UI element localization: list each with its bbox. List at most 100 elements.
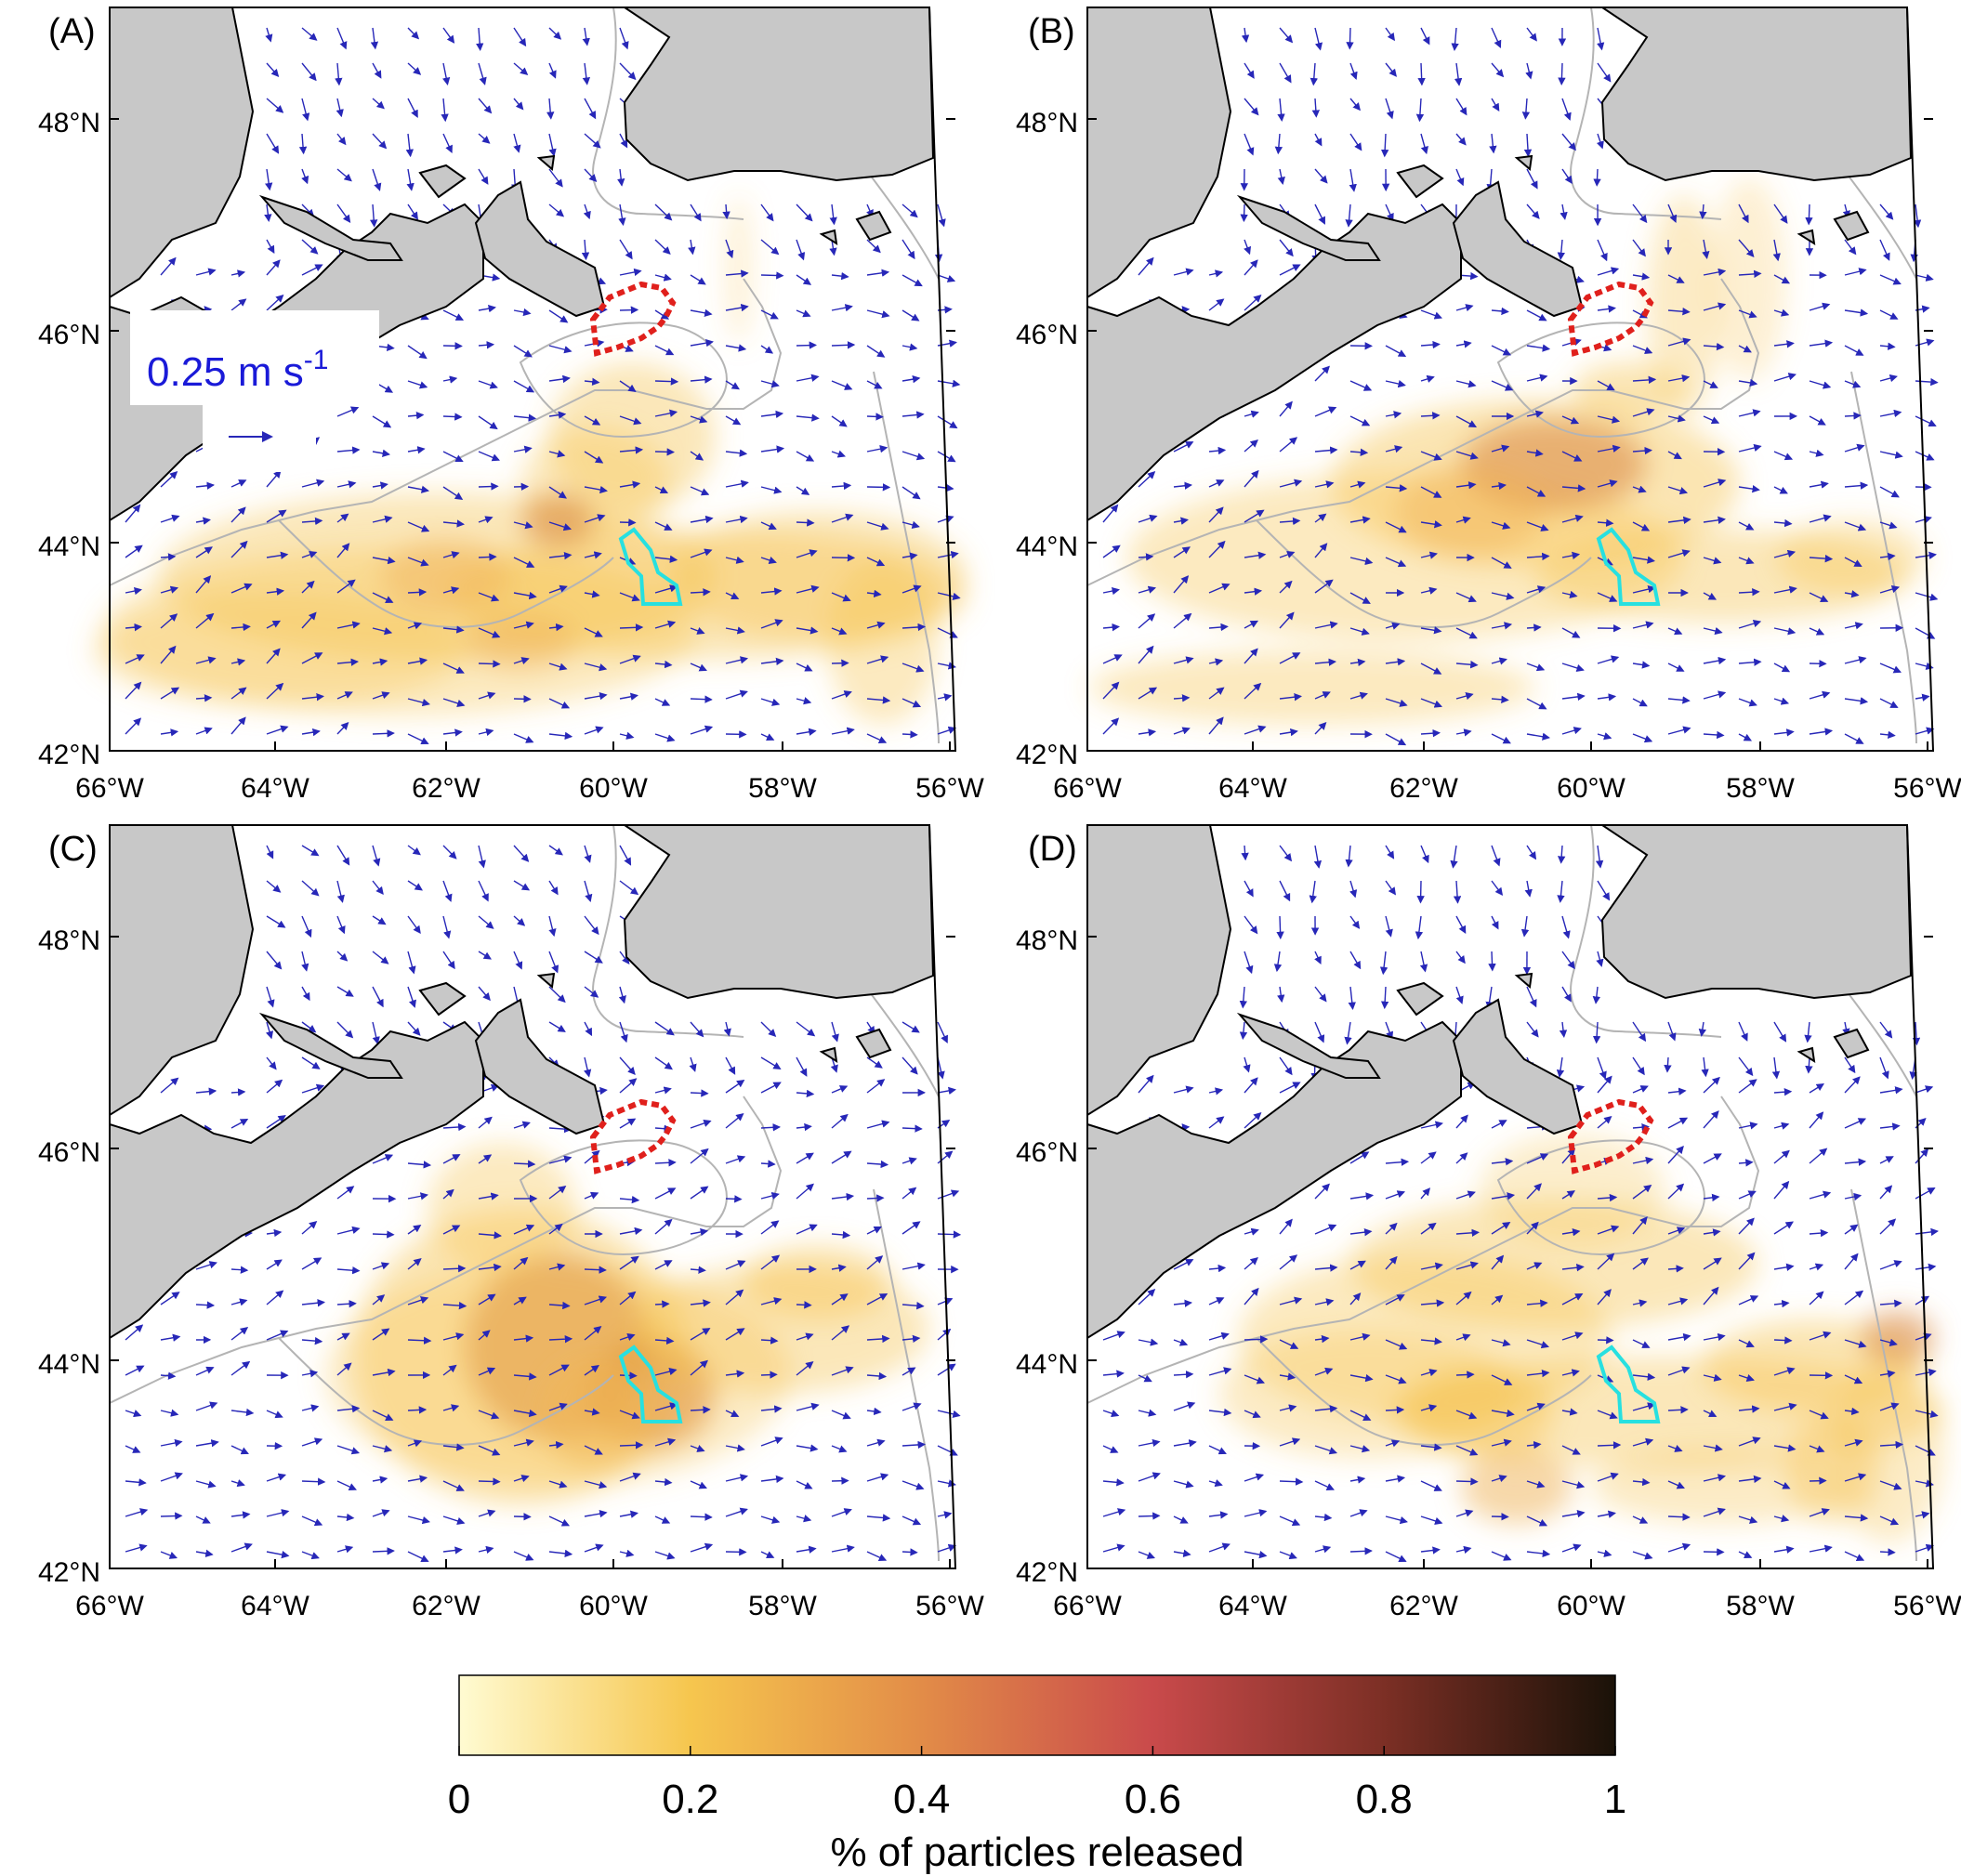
current-arrow [442, 486, 464, 500]
current-arrow [442, 375, 458, 384]
current-arrow [1455, 1371, 1475, 1379]
current-arrow [548, 411, 567, 419]
current-arrow [937, 451, 956, 463]
land-polygon [474, 180, 606, 318]
current-arrow [1879, 730, 1896, 740]
current-arrow [1667, 549, 1691, 558]
current-arrow [584, 377, 600, 387]
current-arrow [1773, 518, 1793, 528]
current-arrow [760, 410, 784, 419]
current-arrow [654, 486, 669, 493]
current-arrow [1773, 663, 1791, 673]
current-arrow [1420, 520, 1442, 529]
current-arrow [937, 1230, 962, 1239]
current-arrow [1879, 274, 1902, 285]
current-arrow [1667, 486, 1689, 495]
current-arrow [1773, 373, 1796, 382]
current-arrow [1915, 273, 1934, 282]
current-arrow [582, 62, 591, 85]
current-arrow [407, 657, 428, 665]
current-arrow [407, 98, 418, 118]
latitude-label: 44°N [38, 1349, 100, 1380]
current-arrow [372, 592, 394, 603]
current-arrow [1173, 656, 1194, 664]
current-arrow [1138, 471, 1156, 488]
current-arrows [125, 27, 961, 745]
current-arrow [1244, 410, 1259, 418]
current-arrow [866, 1194, 885, 1202]
colorbar-tick-0.4: 0.4 [893, 1777, 950, 1822]
current-arrow [1773, 274, 1791, 284]
current-arrow [478, 627, 501, 638]
current-arrow [619, 731, 635, 740]
current-arrow [1844, 557, 1862, 567]
longitude-label: 62°W [412, 773, 480, 804]
current-arrow [548, 663, 568, 671]
colorbar-label: % of particles released [830, 1830, 1244, 1875]
land-polygon [1086, 7, 1232, 299]
current-arrow [831, 341, 856, 349]
current-arrow [1597, 239, 1608, 262]
current-arrow [548, 551, 573, 560]
current-arrow [1738, 698, 1757, 707]
current-arrow [760, 380, 780, 388]
current-arrow [1276, 915, 1284, 940]
current-arrow [1244, 648, 1258, 664]
current-arrow [1349, 62, 1358, 81]
current-arrow [125, 654, 145, 664]
current-arrow [372, 415, 392, 428]
current-arrow [1208, 583, 1231, 594]
current-arrow [160, 1512, 183, 1520]
current-arrow [513, 657, 530, 665]
current-arrow [866, 483, 891, 492]
current-arrow [796, 626, 819, 635]
current-arrow [1879, 451, 1903, 459]
panel-label-b: (B) [1028, 12, 1075, 51]
current-arrow [1526, 585, 1546, 594]
current-arrow [1491, 521, 1511, 530]
current-arrow [1526, 521, 1549, 531]
current-arrow [1667, 374, 1691, 383]
current-arrow [1345, 203, 1353, 228]
current-arrow [1525, 62, 1533, 80]
longitude-label: 60°W [579, 773, 648, 804]
current-arrow [160, 645, 177, 664]
colorbar-gradient [458, 1674, 1616, 1756]
current-arrow [584, 514, 606, 523]
current-arrow [1311, 98, 1321, 118]
current-arrow [581, 239, 590, 261]
current-arrow [407, 411, 425, 420]
current-arrow [1597, 444, 1621, 453]
current-arrow [1314, 579, 1334, 594]
current-arrow [1279, 1477, 1304, 1486]
current-arrow [1738, 239, 1755, 258]
longitude-label: 60°W [1557, 1591, 1625, 1621]
latitude-label: 48°N [1016, 108, 1078, 138]
current-arrow [583, 203, 591, 220]
current-arrow [1420, 412, 1441, 420]
current-arrow [902, 584, 922, 594]
current-arrow [1664, 1056, 1672, 1073]
current-arrow [690, 203, 702, 222]
current-arrow [230, 623, 251, 632]
current-arrow [866, 621, 886, 629]
current-arrow [407, 203, 418, 220]
current-arrow [1279, 479, 1303, 488]
current-arrow [1561, 168, 1573, 184]
current-arrow [654, 409, 678, 417]
current-arrow [336, 27, 348, 50]
current-arrow [230, 1088, 246, 1096]
current-arrow [1597, 518, 1614, 527]
current-arrow [478, 1477, 501, 1486]
current-arrow [301, 168, 309, 185]
current-arrow [1703, 302, 1727, 311]
latitude-label: 44°N [38, 531, 100, 562]
current-arrow [937, 415, 958, 429]
current-arrow [548, 133, 557, 157]
current-arrow [1420, 451, 1442, 461]
current-arrow [937, 274, 956, 282]
current-arrow [1879, 409, 1902, 418]
current-arrow [1773, 308, 1790, 317]
current-arrow [1244, 469, 1259, 488]
current-arrow [760, 557, 777, 564]
